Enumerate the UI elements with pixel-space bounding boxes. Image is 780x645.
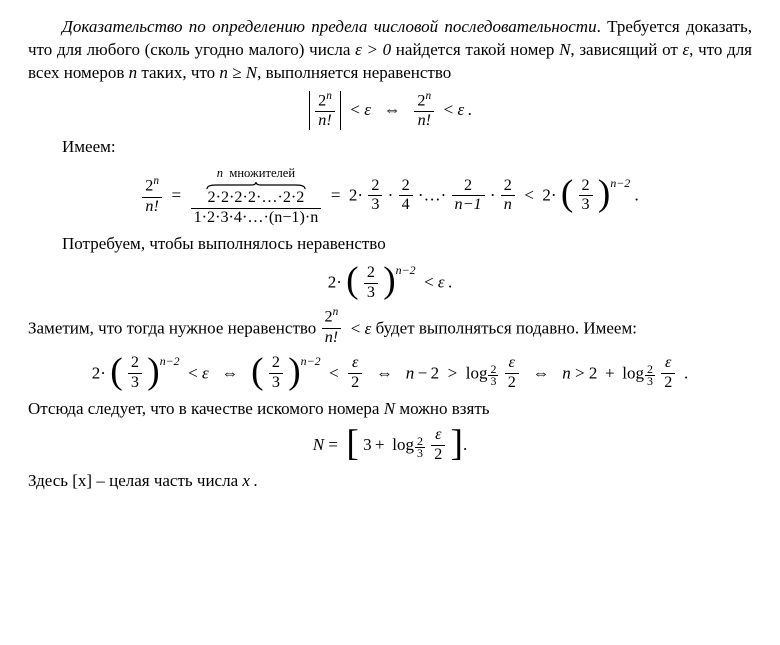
intro-italic: Доказательство по определению предела чи…: [62, 17, 597, 36]
final-paragraph: Здесь [x] – целая часть числа x .: [28, 470, 752, 493]
equation-2: 2n n! = n множителей 2·2·2·2·…·2·2 1·2·3…: [28, 165, 752, 227]
equation-3: 2· ( 23 )n−2 < ε .: [28, 262, 752, 302]
equation-1: 2n n! < ε ⇔ 2n n! < ε .: [28, 91, 752, 130]
equation-5: N = [ 3 + log23 ε2 ].: [28, 427, 752, 464]
intro-paragraph: Доказательство по определению предела чи…: [28, 16, 752, 85]
hence-paragraph: Отсюда следует, что в качестве искомого …: [28, 398, 752, 421]
note-paragraph: Заметим, что тогда нужное неравенство 2n…: [28, 307, 752, 346]
equation-4: 2· ( 23 )n−2 < ε ⇔ ( 23 )n−2 < ε2 ⇔ n − …: [28, 353, 752, 393]
have-label: Имеем:: [28, 136, 752, 159]
require-text: Потребуем, чтобы выполнялось неравенство: [28, 233, 752, 256]
